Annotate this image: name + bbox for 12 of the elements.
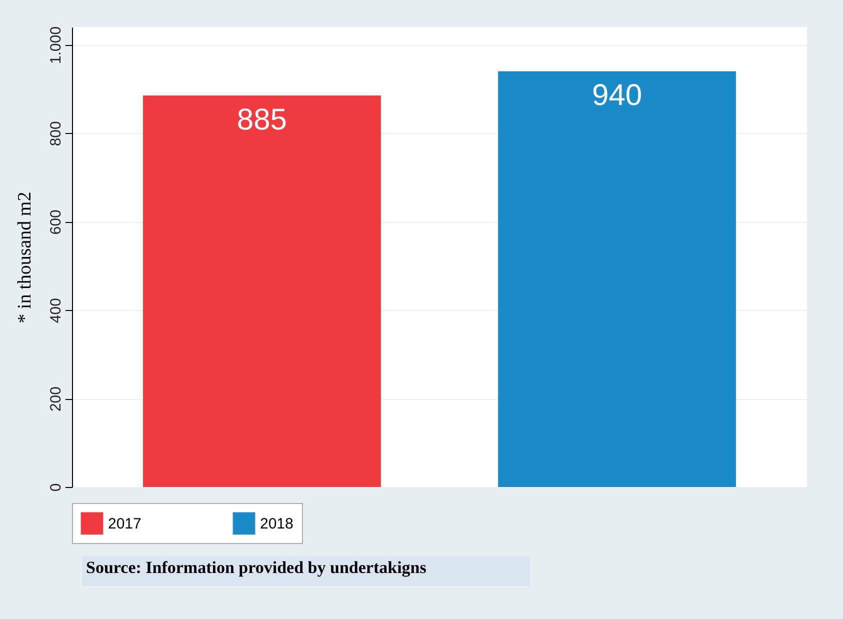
y-tick-label: 200 — [48, 386, 64, 412]
source-note: Source: Information provided by undertakigns — [86, 558, 428, 578]
legend-label: 2018 — [260, 515, 294, 532]
y-tick-label: 400 — [48, 298, 64, 324]
y-axis-title: * in thousand m2 — [14, 192, 36, 324]
data-label: 940 — [592, 79, 642, 112]
y-tick-label: 1.000 — [48, 26, 64, 64]
y-tick-label: 800 — [48, 121, 64, 146]
data-label: 885 — [236, 104, 287, 137]
y-tick-label: 0 — [48, 483, 64, 492]
y-tick-label: 600 — [48, 210, 64, 235]
legend-label: 2017 — [108, 515, 142, 532]
